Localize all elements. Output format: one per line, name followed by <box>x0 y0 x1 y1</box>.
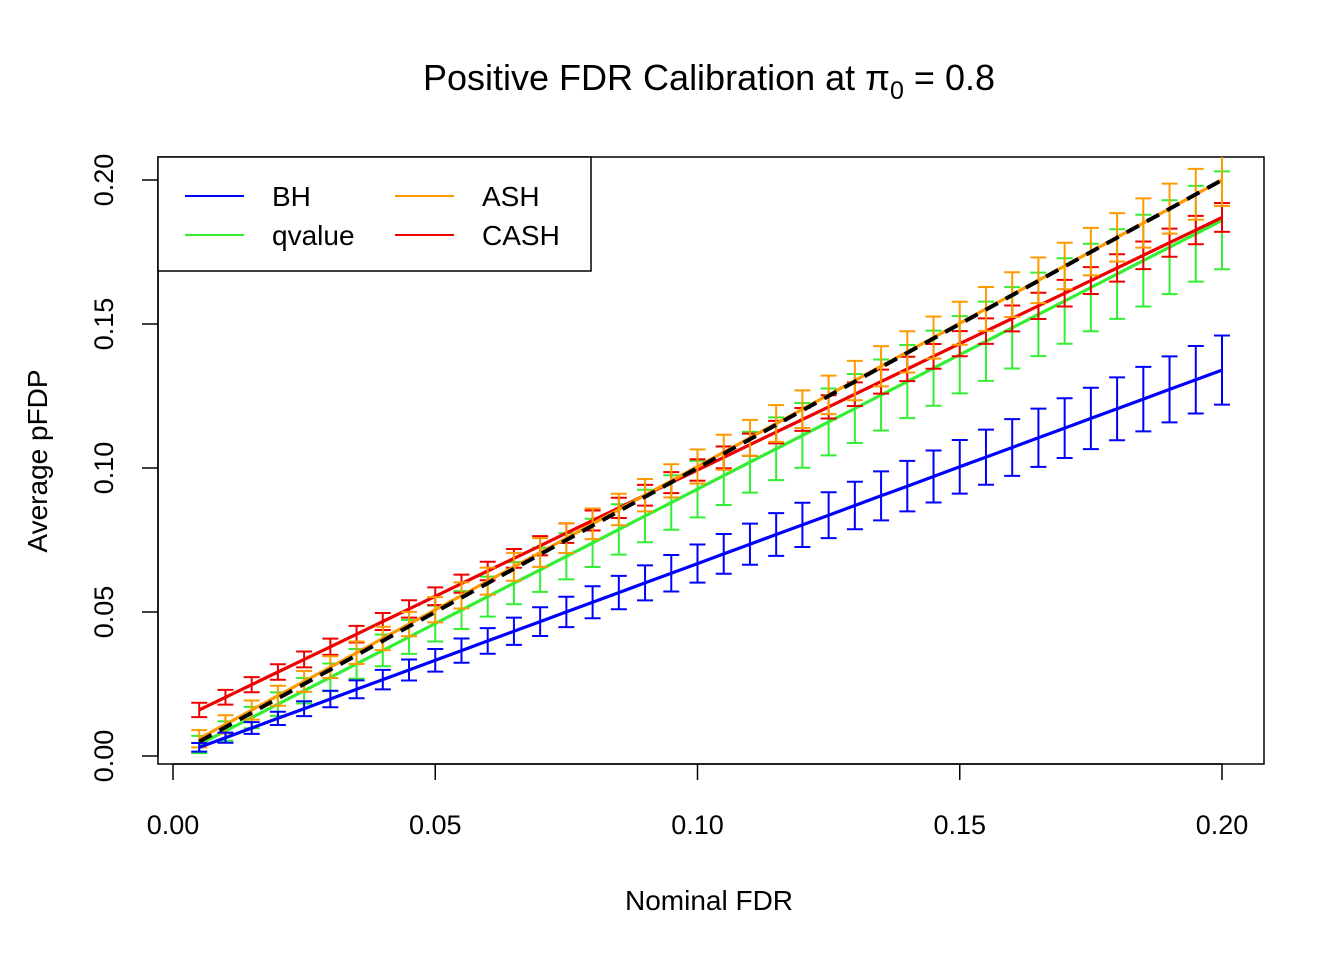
title-prefix: Positive FDR Calibration at <box>423 57 865 98</box>
y-axis-label: Average pFDP <box>22 369 53 552</box>
legend-item-qvalue: qvalue <box>185 220 355 251</box>
legend-box <box>157 156 592 272</box>
x-tick-label: 0.10 <box>671 810 724 840</box>
reference-line-dashed <box>198 178 1223 744</box>
y-tick-label: 0.00 <box>89 730 119 783</box>
title-suffix: = 0.8 <box>904 57 995 98</box>
x-tick-label: 0.00 <box>147 810 200 840</box>
y-tick-label: 0.05 <box>89 586 119 639</box>
y-tick-label: 0.20 <box>89 154 119 207</box>
x-tick-label: 0.05 <box>409 810 462 840</box>
plot-frame <box>157 156 1265 765</box>
legend-item-bh: BH <box>185 181 311 212</box>
series-line-qvalue <box>198 218 1223 746</box>
legend: BH qvalue ASH CASH <box>157 156 592 272</box>
plot-layer: 0.00 0.05 0.10 0.15 0.20 0.00 0.05 0.10 0.15 0.20… <box>89 154 1265 840</box>
legend-label: BH <box>272 181 311 212</box>
chart-title: Positive FDR Calibration at π0 = 0.8 <box>423 57 995 105</box>
legend-label: CASH <box>482 220 560 251</box>
legend-label: qvalue <box>272 220 355 251</box>
y-tick-label: 0.15 <box>89 298 119 351</box>
series-line-cash <box>198 215 1223 712</box>
x-axis-label: Nominal FDR <box>625 885 793 916</box>
legend-item-cash: CASH <box>395 220 560 251</box>
x-tick-label: 0.15 <box>933 810 986 840</box>
series-line-bh <box>198 368 1223 749</box>
title-symbol: π <box>865 57 890 98</box>
data-layer <box>191 157 1230 755</box>
series-bh <box>191 334 1230 753</box>
y-tick-label: 0.10 <box>89 442 119 495</box>
legend-item-ash: ASH <box>395 181 540 212</box>
x-tick-label: 0.20 <box>1196 810 1249 840</box>
legend-label: ASH <box>482 181 540 212</box>
title-subscript: 0 <box>890 77 904 105</box>
